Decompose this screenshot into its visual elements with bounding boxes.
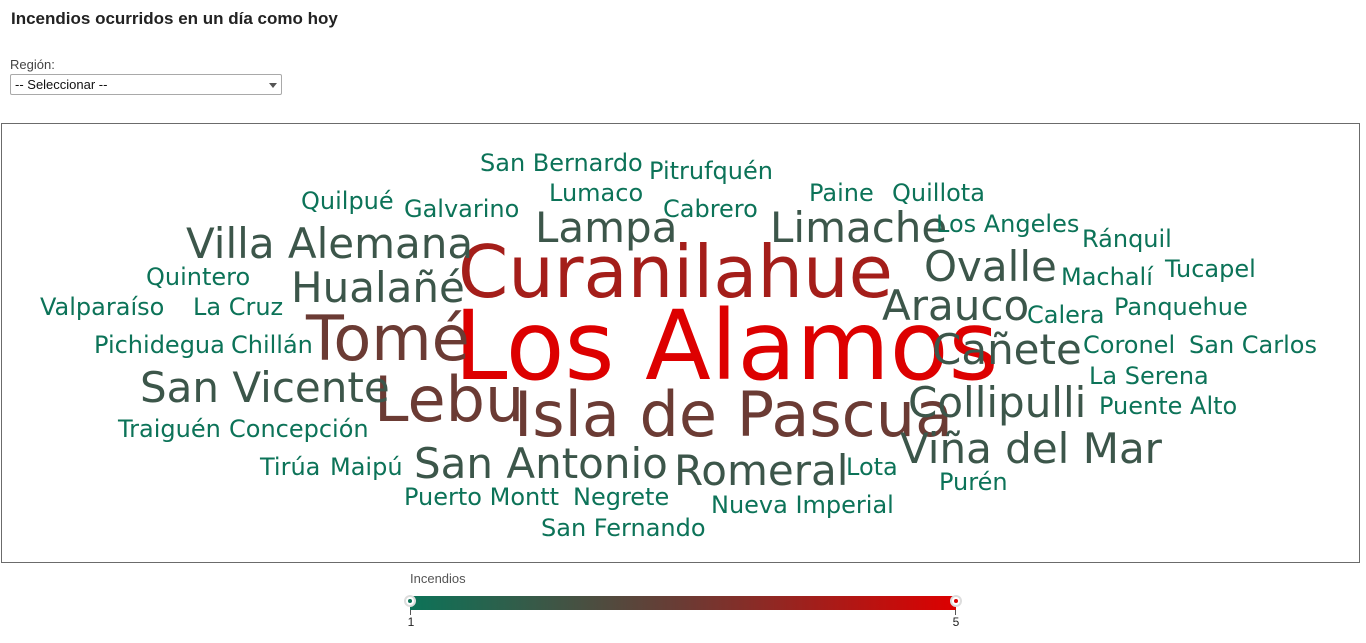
word-cabrero[interactable]: Cabrero <box>663 195 758 223</box>
legend-min-tick <box>410 610 411 615</box>
word-machali[interactable]: Machalí <box>1061 263 1153 291</box>
word-calera[interactable]: Calera <box>1027 301 1105 329</box>
word-concepcion[interactable]: Concepción <box>229 415 369 443</box>
legend-min-label: 1 <box>407 615 415 629</box>
word-nueva-imperial[interactable]: Nueva Imperial <box>711 491 894 519</box>
legend-gradient-bar <box>410 596 956 610</box>
word-ranquil[interactable]: Ránquil <box>1082 225 1172 253</box>
word-negrete[interactable]: Negrete <box>573 483 670 511</box>
word-lumaco[interactable]: Lumaco <box>549 179 644 207</box>
word-quilpue[interactable]: Quilpué <box>301 187 394 215</box>
word-collipulli[interactable]: Collipulli <box>908 378 1087 427</box>
word-tucapel[interactable]: Tucapel <box>1165 255 1256 283</box>
word-los-alamos[interactable]: Los Alamos <box>454 290 999 402</box>
page-title: Incendios ocurridos en un día como hoy <box>11 9 338 28</box>
legend-max-handle[interactable] <box>950 595 962 607</box>
region-select[interactable]: -- Seleccionar -- <box>10 74 282 95</box>
word-coronel[interactable]: Coronel <box>1083 331 1176 359</box>
legend-max-tick <box>955 610 956 615</box>
word-la-cruz[interactable]: La Cruz <box>193 293 284 321</box>
word-ovalle[interactable]: Ovalle <box>924 242 1057 291</box>
word-limache[interactable]: Limache <box>770 203 948 252</box>
legend-max-label: 5 <box>952 615 960 629</box>
word-arauco[interactable]: Arauco <box>882 281 1030 330</box>
word-panquehue[interactable]: Panquehue <box>1114 293 1248 321</box>
word-isla-de-pascua[interactable]: Isla de Pascua <box>514 378 953 451</box>
word-puente-alto[interactable]: Puente Alto <box>1099 392 1238 420</box>
word-chillan[interactable]: Chillán <box>231 331 313 359</box>
legend-min-handle[interactable] <box>404 595 416 607</box>
word-pichidegua[interactable]: Pichidegua <box>94 331 225 359</box>
word-puerto-montt[interactable]: Puerto Montt <box>404 483 560 511</box>
word-la-serena[interactable]: La Serena <box>1089 362 1209 390</box>
word-romeral[interactable]: Romeral <box>674 446 849 495</box>
word-puren[interactable]: Purén <box>939 468 1008 496</box>
word-san-vicente[interactable]: San Vicente <box>140 363 390 412</box>
word-hualane[interactable]: Hualañé <box>291 263 465 312</box>
word-lota[interactable]: Lota <box>846 453 898 481</box>
word-san-fernando[interactable]: San Fernando <box>541 514 706 542</box>
word-los-angeles[interactable]: Los Angeles <box>936 210 1080 238</box>
word-lebu[interactable]: Lebu <box>374 363 525 436</box>
word-valparaiso[interactable]: Valparaíso <box>40 293 165 321</box>
word-maipu[interactable]: Maipú <box>330 453 403 481</box>
legend-title: Incendios <box>410 571 466 586</box>
word-traiguen[interactable]: Traiguén <box>118 415 221 443</box>
word-lampa[interactable]: Lampa <box>535 203 678 252</box>
word-quintero[interactable]: Quintero <box>146 263 251 291</box>
region-select-value: -- Seleccionar -- <box>15 77 108 92</box>
word-pitrufquen[interactable]: Pitrufquén <box>649 157 773 185</box>
word-tirua[interactable]: Tirúa <box>260 453 321 481</box>
word-san-antonio[interactable]: San Antonio <box>414 439 668 488</box>
word-curanilahue[interactable]: Curanilahue <box>458 230 893 314</box>
word-vina-del-mar[interactable]: Viña del Mar <box>900 424 1162 473</box>
chevron-down-icon <box>269 83 277 88</box>
word-san-carlos[interactable]: San Carlos <box>1189 331 1317 359</box>
region-label: Región: <box>10 57 55 72</box>
word-galvarino[interactable]: Galvarino <box>404 195 520 223</box>
word-paine[interactable]: Paine <box>809 179 874 207</box>
word-tome[interactable]: Tomé <box>306 302 470 375</box>
word-quillota[interactable]: Quillota <box>892 179 985 207</box>
word-san-bernardo[interactable]: San Bernardo <box>480 149 643 177</box>
word-cloud: Los Alamos Curanilahue Tomé Lebu Isla de Pas… <box>1 123 1360 563</box>
word-canete[interactable]: Cañete <box>932 325 1082 374</box>
word-villa-alemana[interactable]: Villa Alemana <box>186 219 474 268</box>
